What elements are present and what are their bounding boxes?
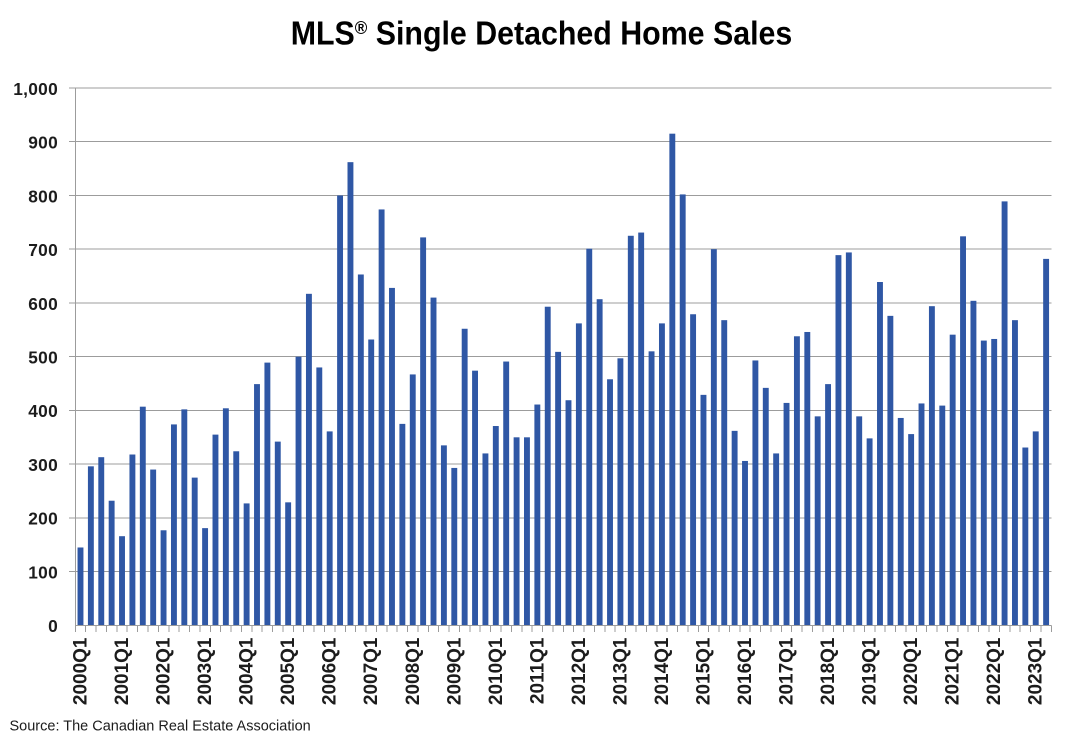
svg-text:2021Q1: 2021Q1 [943, 637, 964, 705]
svg-text:400: 400 [28, 401, 58, 421]
svg-text:1,000: 1,000 [13, 79, 58, 99]
svg-text:700: 700 [28, 240, 58, 260]
svg-text:2002Q1: 2002Q1 [154, 637, 175, 705]
svg-text:600: 600 [28, 294, 58, 314]
svg-text:2013Q1: 2013Q1 [610, 637, 631, 705]
svg-text:2003Q1: 2003Q1 [195, 637, 216, 705]
svg-text:2006Q1: 2006Q1 [320, 637, 341, 705]
svg-text:2014Q1: 2014Q1 [652, 637, 673, 705]
svg-text:300: 300 [28, 455, 58, 475]
svg-text:Source: The Canadian Real Esta: Source: The Canadian Real Estate Associa… [10, 719, 311, 735]
svg-text:2010Q1: 2010Q1 [486, 637, 507, 705]
svg-text:800: 800 [28, 186, 58, 206]
svg-text:2000Q1: 2000Q1 [70, 637, 91, 705]
svg-text:2007Q1: 2007Q1 [361, 637, 382, 705]
svg-text:2023Q1: 2023Q1 [1026, 637, 1047, 705]
svg-text:2004Q1: 2004Q1 [237, 637, 258, 705]
svg-text:2022Q1: 2022Q1 [984, 637, 1005, 705]
svg-text:2019Q1: 2019Q1 [860, 637, 881, 705]
svg-text:2017Q1: 2017Q1 [777, 637, 798, 705]
svg-text:2001Q1: 2001Q1 [112, 637, 133, 705]
svg-text:2020Q1: 2020Q1 [901, 637, 922, 705]
svg-text:2005Q1: 2005Q1 [278, 637, 299, 705]
svg-text:2018Q1: 2018Q1 [818, 637, 839, 705]
svg-text:2009Q1: 2009Q1 [444, 637, 465, 705]
svg-text:500: 500 [28, 348, 58, 368]
svg-text:2016Q1: 2016Q1 [735, 637, 756, 705]
svg-text:0: 0 [48, 616, 58, 636]
svg-text:200: 200 [28, 509, 58, 529]
svg-text:2008Q1: 2008Q1 [403, 637, 424, 705]
svg-text:900: 900 [28, 133, 58, 153]
svg-text:100: 100 [28, 562, 58, 582]
svg-text:2011Q1: 2011Q1 [527, 637, 548, 704]
svg-text:2012Q1: 2012Q1 [569, 637, 590, 705]
svg-text:2015Q1: 2015Q1 [693, 637, 714, 705]
svg-text:MLS® Single Detached Home Sale: MLS® Single Detached Home Sales [291, 14, 793, 51]
